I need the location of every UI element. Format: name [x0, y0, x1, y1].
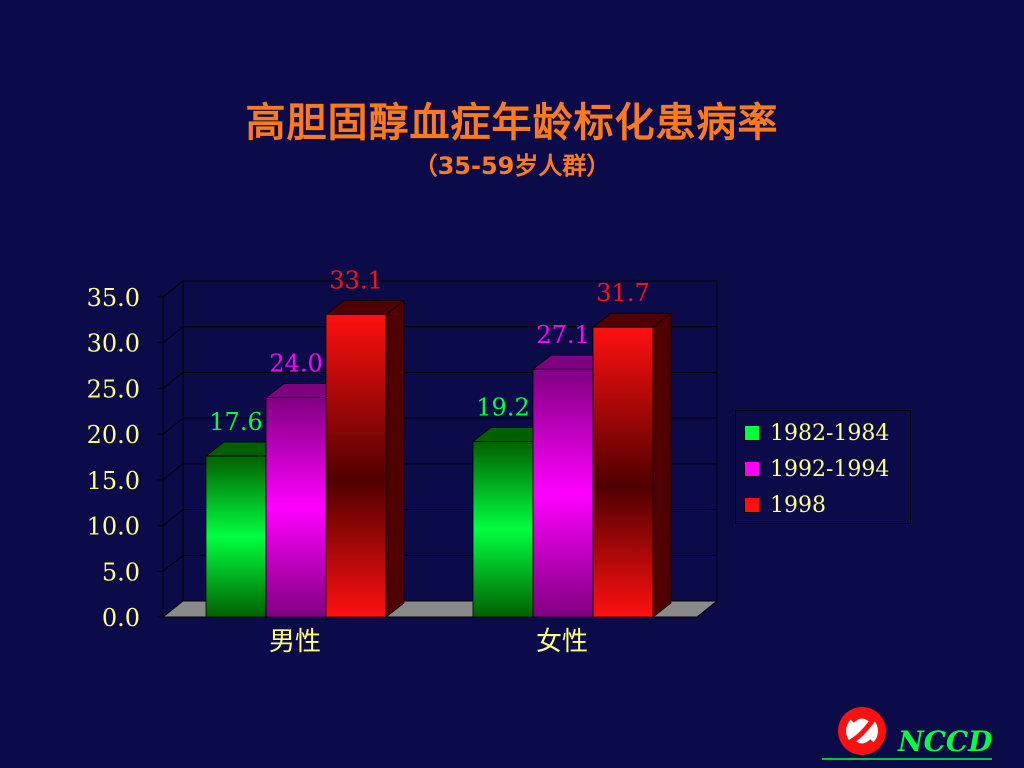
- y-tick-label: 5.0: [102, 558, 140, 586]
- y-tick-label: 30.0: [87, 330, 140, 358]
- legend-item-1982-1984: 1982-1984: [744, 419, 889, 447]
- data-label: 19.2: [476, 393, 529, 421]
- legend-swatch: [744, 425, 760, 441]
- legend-item-1992-1994: 1992-1994: [744, 455, 889, 483]
- x-tick-label: 男性: [269, 627, 321, 657]
- chart-left-wall: [162, 279, 184, 619]
- gridline-side: [162, 280, 184, 298]
- gridline-side: [162, 509, 184, 526]
- y-tick-label: 25.0: [87, 375, 140, 403]
- gridline-side: [162, 326, 184, 344]
- chart-subtitle: （35-59岁人群）: [413, 152, 611, 180]
- bar-1982-1984-女性: [472, 441, 534, 618]
- data-label: 24.0: [269, 350, 322, 378]
- data-label: 17.6: [209, 408, 262, 436]
- legend-label: 1998: [770, 492, 826, 518]
- gridline-side: [162, 372, 184, 389]
- chart-title: 高胆固醇血症年龄标化患病率: [245, 100, 779, 146]
- bar-1998-女性-side: [652, 312, 672, 618]
- gridline-side: [162, 463, 184, 481]
- legend-swatch: [744, 497, 760, 513]
- y-tick-label: 35.0: [87, 284, 140, 312]
- legend-swatch: [744, 461, 760, 477]
- y-tick-label: 15.0: [87, 467, 140, 495]
- nccd-logo-icon: [822, 707, 992, 760]
- chart-legend: 1982-1984 1992-1994 1998: [735, 410, 911, 524]
- y-tick-label: 0.0: [102, 604, 140, 632]
- bar-1992-1994-女性: [532, 368, 594, 618]
- bar-1998-男性-side: [385, 299, 405, 618]
- y-tick-label: 20.0: [87, 421, 140, 449]
- data-label: 27.1: [536, 321, 589, 349]
- legend-item-1998: 1998: [744, 491, 826, 519]
- y-tick-label: 10.0: [87, 513, 140, 541]
- bar-1992-1994-男性: [265, 397, 327, 618]
- legend-label: 1992-1994: [770, 456, 890, 482]
- bar-1998-女性: [592, 326, 654, 618]
- gridline-side: [162, 554, 184, 572]
- logo-text: NCCD: [898, 725, 993, 758]
- bar-1982-1984-男性: [205, 455, 267, 618]
- data-label: 31.7: [596, 279, 649, 307]
- legend-label: 1982-1984: [770, 420, 890, 446]
- data-label: 33.1: [329, 266, 382, 294]
- bar-1998-男性: [325, 313, 387, 618]
- gridline-side: [162, 417, 184, 435]
- x-tick-label: 女性: [536, 627, 588, 657]
